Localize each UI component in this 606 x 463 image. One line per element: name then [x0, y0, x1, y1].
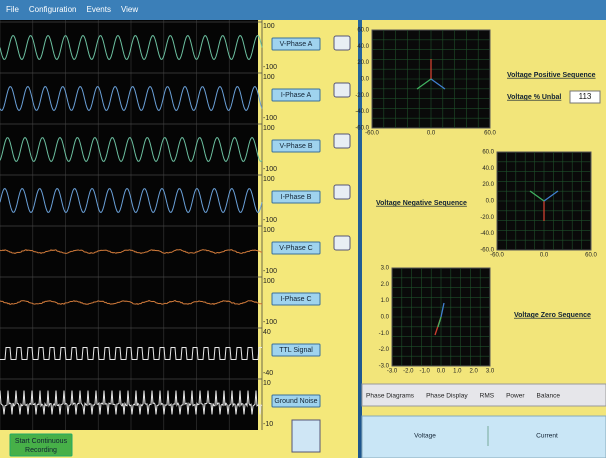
bottom-tab[interactable]: Current	[536, 433, 558, 440]
plot-label: Voltage Positive Sequence	[507, 72, 596, 79]
channel-button-label[interactable]: TTL Signal	[279, 347, 313, 354]
tab[interactable]: Phase Display	[426, 393, 468, 400]
menu-item[interactable]: Configuration	[29, 5, 77, 14]
x-tick-label: -60.0	[365, 131, 379, 137]
scale-top: 100	[263, 278, 275, 285]
bottom-tab[interactable]: Voltage	[414, 433, 436, 440]
tool-icon[interactable]	[334, 83, 350, 97]
x-tick-label: 2.0	[469, 369, 478, 375]
unbalance-value: 113	[579, 92, 592, 101]
scale-top: 100	[263, 227, 275, 234]
channel-button-label[interactable]: V-Phase C	[279, 245, 312, 252]
y-tick-label: 60.0	[357, 28, 369, 34]
scale-top: 100	[263, 176, 275, 183]
y-tick-label: 2.0	[381, 282, 390, 288]
plot-label: Voltage Zero Sequence	[514, 312, 591, 319]
scale-bottom: -100	[263, 217, 277, 224]
x-tick-label: 3.0	[486, 369, 495, 375]
x-tick-label: -60.0	[490, 253, 504, 259]
y-tick-label: 20.0	[357, 60, 369, 66]
label-line[interactable]: Recording	[25, 447, 57, 454]
y-tick-label: -40.0	[480, 231, 494, 237]
scale-bottom: -10	[263, 421, 273, 428]
y-tick-label: 20.0	[482, 182, 494, 188]
unbalance-label: Voltage % Unbal	[507, 94, 561, 101]
menu-item[interactable]: View	[121, 5, 138, 14]
label-line[interactable]: Start Continuous	[15, 438, 68, 445]
scale-top: 100	[263, 74, 275, 81]
x-tick-label: 0.0	[437, 369, 446, 375]
y-tick-label: 40.0	[482, 166, 494, 172]
y-tick-label: 0.0	[361, 77, 370, 83]
tool-icon[interactable]	[334, 134, 350, 148]
tab[interactable]: Power	[506, 393, 525, 400]
channel-button-label[interactable]: I-Phase A	[281, 92, 312, 99]
tool-icon[interactable]	[334, 185, 350, 199]
y-tick-label: -2.0	[379, 347, 390, 353]
menu-item[interactable]: Events	[86, 5, 110, 14]
y-tick-label: 3.0	[381, 266, 390, 272]
y-tick-label: 0.0	[486, 199, 495, 205]
y-tick-label: -1.0	[379, 331, 390, 337]
scale-top: 10	[263, 380, 271, 387]
channel-button-label[interactable]: I-Phase C	[280, 296, 311, 303]
y-tick-label: 1.0	[381, 298, 390, 304]
x-tick-label: 0.0	[427, 131, 436, 137]
tool-icon[interactable]	[334, 236, 350, 250]
tab[interactable]: RMS	[480, 393, 495, 400]
y-tick-label: -20.0	[480, 215, 494, 221]
x-tick-label: 1.0	[453, 369, 462, 375]
scale-bottom: -100	[263, 319, 277, 326]
scale-bottom: -100	[263, 115, 277, 122]
tab[interactable]: Phase Diagrams	[366, 393, 415, 400]
menu-item[interactable]: File	[6, 5, 19, 14]
scale-bottom: -100	[263, 64, 277, 71]
channel-button-label[interactable]: V-Phase B	[279, 143, 312, 150]
x-tick-label: -3.0	[387, 369, 398, 375]
scale-top: 100	[263, 23, 275, 30]
channel-button-label[interactable]: V-Phase A	[280, 41, 313, 48]
x-tick-label: 0.0	[540, 253, 549, 259]
scale-bottom: -40	[263, 370, 273, 377]
channel-button-label[interactable]: I-Phase B	[281, 194, 312, 201]
scale-top: 100	[263, 125, 275, 132]
x-tick-label: 60.0	[484, 131, 496, 137]
y-tick-label: 60.0	[482, 150, 494, 156]
y-tick-label: 40.0	[357, 44, 369, 50]
plot-label: Voltage Negative Sequence	[376, 200, 467, 207]
scale-top: 40	[263, 329, 271, 336]
y-tick-label: -20.0	[355, 93, 369, 99]
tab[interactable]: Balance	[537, 393, 561, 400]
y-tick-label: 0.0	[381, 315, 390, 321]
tool-icon[interactable]	[334, 36, 350, 50]
bottom-tab-bar	[362, 416, 606, 458]
y-tick-label: -40.0	[355, 109, 369, 115]
channel-button-label[interactable]: Ground Noise	[274, 398, 317, 405]
x-tick-label: 60.0	[585, 253, 597, 259]
logo-icon	[292, 420, 320, 452]
scale-bottom: -100	[263, 268, 277, 275]
scale-bottom: -100	[263, 166, 277, 173]
x-tick-label: -1.0	[419, 369, 430, 375]
x-tick-label: -2.0	[403, 369, 414, 375]
